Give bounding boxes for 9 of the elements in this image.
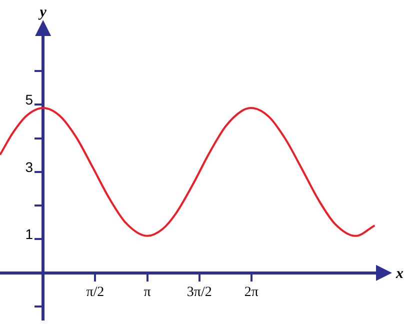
- y-axis-title: y: [38, 4, 47, 20]
- x-tick-label: 3π/2: [186, 284, 212, 300]
- x-tick-label: π/2: [86, 284, 104, 300]
- y-tick-label: 5: [25, 92, 34, 108]
- x-axis-title: x: [395, 266, 404, 282]
- x-tick-label: π: [144, 284, 151, 300]
- x-tick-label: 2π: [244, 284, 258, 300]
- y-tick-label: 3: [25, 158, 34, 175]
- y-tick-label: 1: [25, 226, 34, 242]
